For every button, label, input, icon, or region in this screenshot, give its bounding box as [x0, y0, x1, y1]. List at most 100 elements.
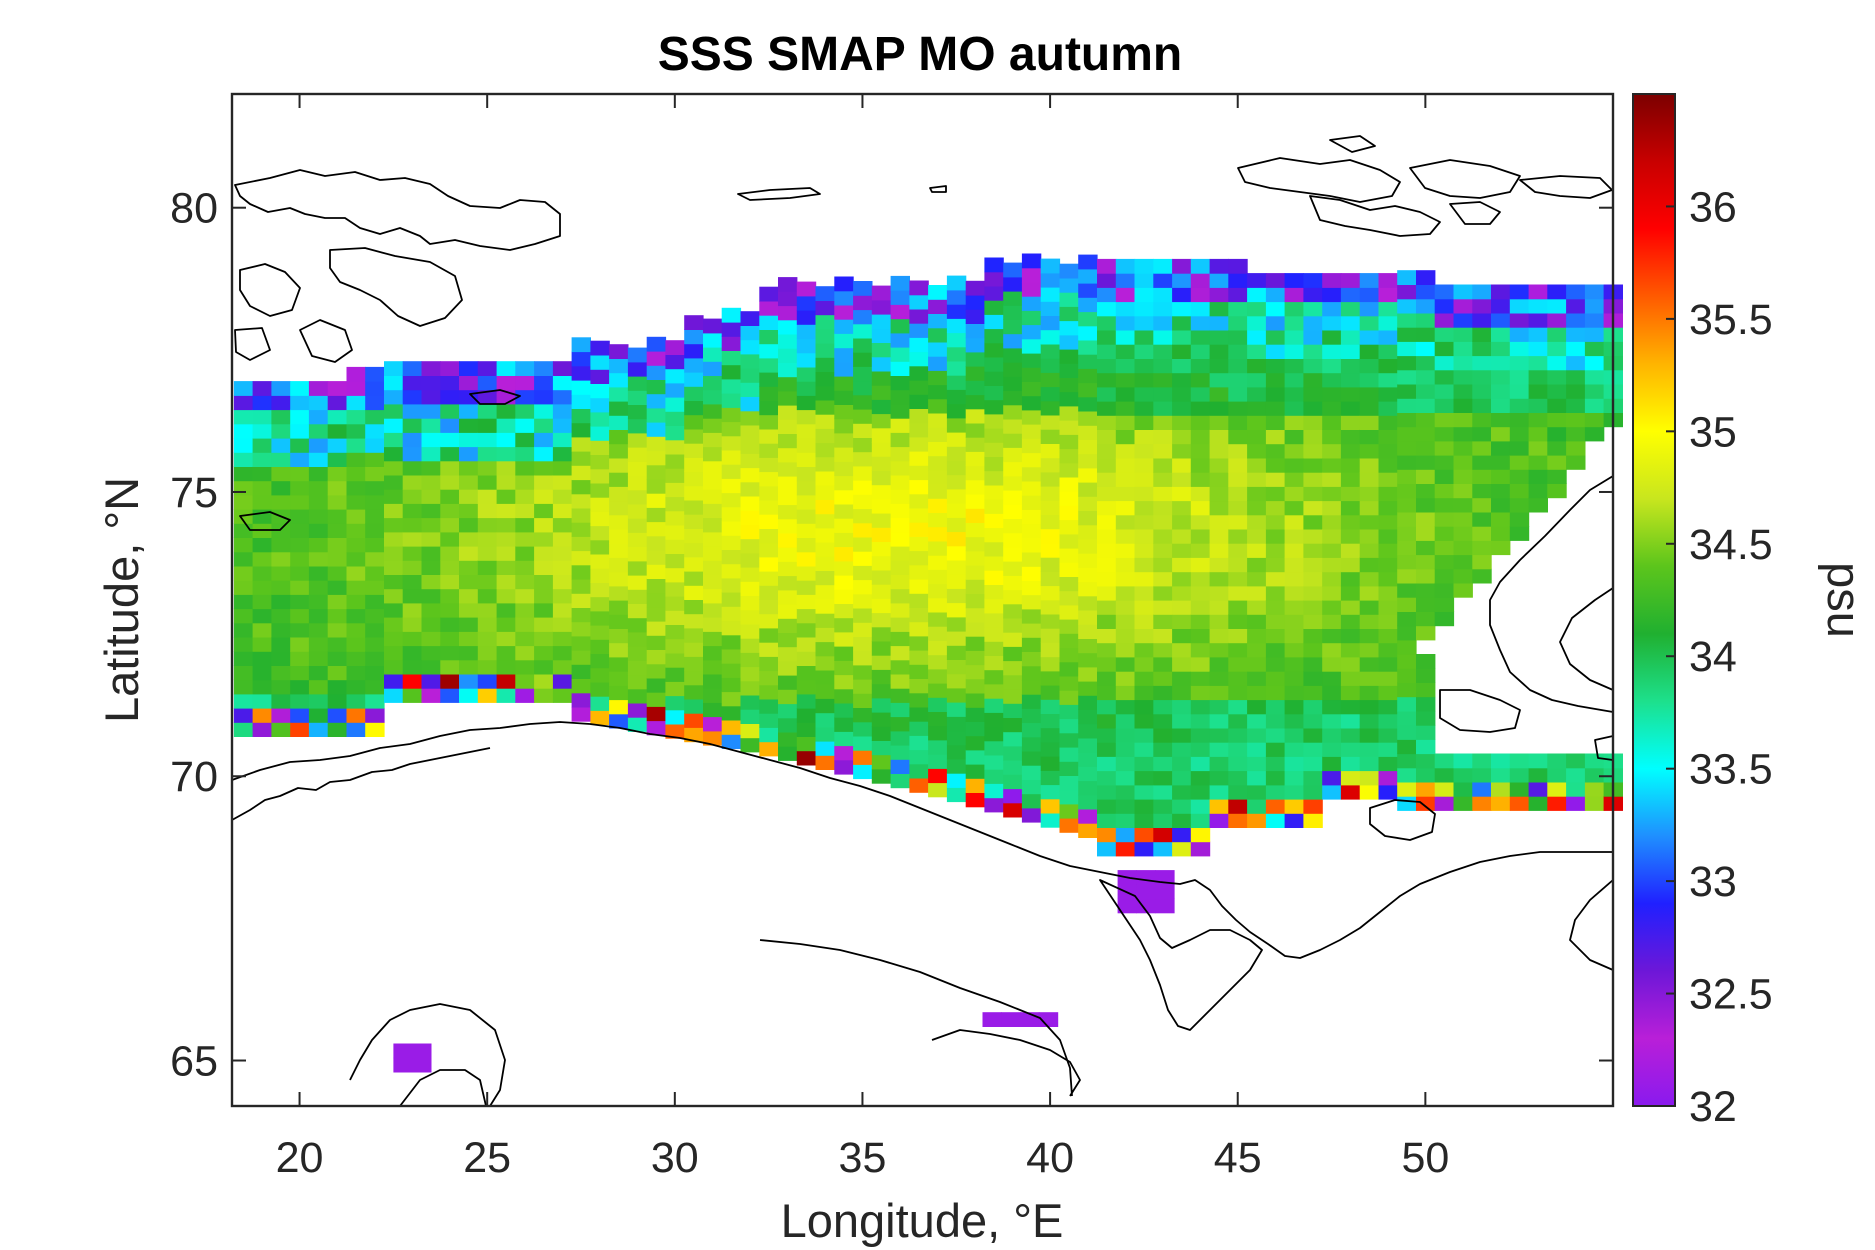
heatmap-cell	[1322, 585, 1342, 601]
heatmap-cell	[1453, 398, 1473, 413]
heatmap-cell	[646, 578, 667, 594]
heatmap-cell	[515, 446, 535, 462]
heatmap-cell	[1040, 770, 1061, 786]
heatmap-cell	[796, 338, 817, 354]
heatmap-cell	[1003, 518, 1023, 534]
heatmap-cell	[290, 594, 310, 610]
heatmap-cell	[271, 693, 291, 709]
heatmap-cell	[721, 407, 742, 423]
heatmap-cell	[1265, 571, 1286, 587]
heatmap-cell	[1378, 557, 1398, 573]
heatmap-cell	[1153, 401, 1173, 416]
heatmap-cell	[1453, 312, 1473, 328]
heatmap-cell	[534, 418, 554, 433]
heatmap-cell	[290, 509, 310, 524]
heatmap-cell	[1115, 315, 1136, 331]
heatmap-cell	[1584, 341, 1605, 357]
heatmap-cell	[1340, 344, 1361, 359]
heatmap-cell	[1059, 533, 1079, 549]
heatmap-cell	[1359, 457, 1380, 473]
heatmap-cell	[1359, 628, 1380, 644]
heatmap-cell	[871, 626, 892, 642]
heatmap-cell	[1247, 358, 1267, 374]
heatmap-cell	[1284, 784, 1304, 800]
heatmap-cell	[609, 600, 629, 615]
heatmap-cell	[721, 720, 742, 735]
heatmap-cell	[327, 679, 348, 695]
heatmap-cell	[1190, 614, 1211, 629]
heatmap-cell	[1097, 443, 1117, 459]
heatmap-cell	[965, 422, 986, 438]
heatmap-cell	[1209, 713, 1229, 729]
heatmap-cell	[740, 453, 760, 469]
heatmap-cell	[853, 309, 873, 325]
heatmap-cell	[759, 642, 779, 657]
heatmap-cell	[252, 679, 272, 695]
heatmap-cell	[909, 664, 929, 679]
heatmap-cell	[1097, 727, 1117, 743]
heatmap-cell	[384, 645, 404, 661]
heatmap-cell	[1322, 671, 1342, 686]
heatmap-cell	[1378, 457, 1398, 473]
heatmap-cell	[1284, 628, 1304, 644]
heatmap-cell	[684, 485, 704, 501]
heatmap-cell	[552, 531, 573, 547]
heatmap-cell	[796, 750, 817, 766]
heatmap-cell	[1097, 415, 1117, 430]
heatmap-cell	[1115, 344, 1136, 359]
heatmap-cell	[534, 531, 554, 547]
heatmap-cell	[346, 537, 366, 553]
heatmap-cell	[871, 399, 892, 415]
heatmap-cell	[1209, 401, 1229, 416]
heatmap-cell	[1097, 756, 1117, 772]
heatmap-cell	[834, 304, 854, 320]
colorbar-tick-label: 35	[1689, 408, 1737, 456]
heatmap-cell	[665, 709, 685, 725]
heatmap-cell	[1209, 429, 1229, 445]
heatmap-cell	[1003, 433, 1023, 448]
heatmap-cell	[477, 503, 498, 519]
heatmap-cell	[684, 670, 704, 686]
heatmap-cell	[1209, 628, 1229, 644]
heatmap-cell	[1190, 671, 1211, 686]
heatmap-cell	[928, 484, 948, 499]
heatmap-cell	[1172, 287, 1192, 303]
heatmap-cell	[590, 696, 610, 711]
heatmap-cell	[1040, 542, 1061, 558]
heatmap-cell	[1040, 457, 1061, 473]
heatmap-cell	[402, 602, 423, 618]
heatmap-cell	[1509, 327, 1530, 342]
heatmap-cell	[1247, 614, 1267, 629]
heatmap-cell	[1153, 642, 1173, 658]
heatmap-cell	[1228, 770, 1248, 786]
heatmap-cell	[590, 553, 610, 569]
heatmap-cell	[1359, 756, 1380, 772]
heatmap-cell	[327, 665, 348, 681]
heatmap-cell	[928, 697, 948, 712]
heatmap-cell	[834, 489, 854, 505]
heatmap-cell	[1472, 312, 1492, 328]
heatmap-cell	[1265, 329, 1286, 345]
heatmap-cell	[1322, 756, 1342, 772]
heatmap-cell	[871, 441, 892, 457]
heatmap-cell	[871, 768, 892, 784]
heatmap-cell	[1397, 710, 1417, 726]
heatmap-cell	[402, 588, 423, 604]
heatmap-cell	[1172, 628, 1192, 644]
heatmap-cell	[965, 394, 986, 410]
heatmap-cell	[740, 368, 760, 383]
heatmap-cell	[290, 679, 310, 695]
heatmap-cell	[721, 606, 742, 622]
heatmap-cell	[534, 403, 554, 419]
heatmap-cell	[1359, 500, 1380, 516]
heatmap-cell	[627, 361, 648, 377]
heatmap-cell	[627, 347, 648, 363]
heatmap-cell	[1153, 628, 1173, 644]
heatmap-cell	[796, 324, 817, 340]
heatmap-cell	[778, 376, 798, 392]
heatmap-cell	[890, 560, 910, 575]
heatmap-cell	[571, 678, 591, 694]
heatmap-cell	[1284, 656, 1304, 672]
heatmap-cell	[1472, 327, 1492, 342]
